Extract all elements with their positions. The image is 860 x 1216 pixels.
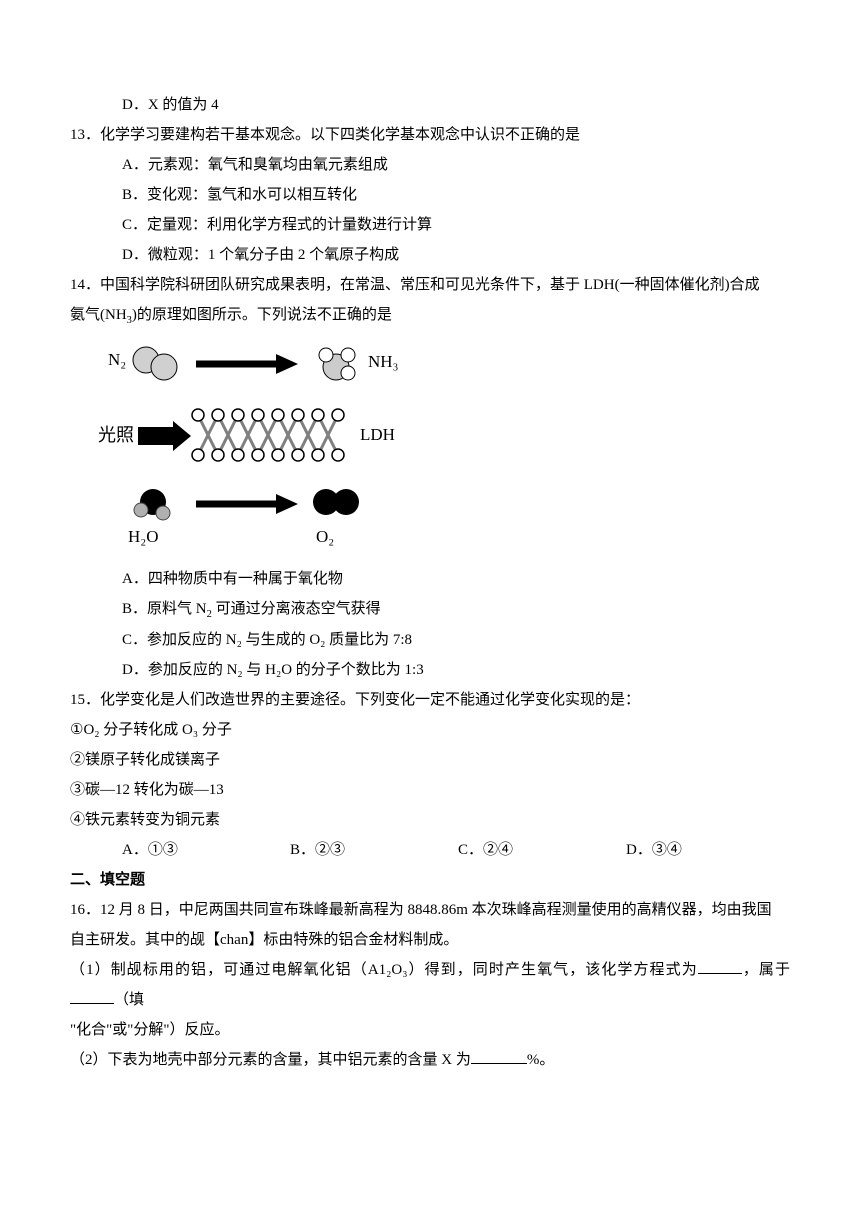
blank-type[interactable] (70, 988, 114, 1004)
reaction-diagram-svg: N₂ NH₃ 光照 LDH (98, 337, 428, 547)
q13-option-b: B．变化观：氢气和水可以相互转化 (70, 180, 790, 210)
q13-option-a: A．元素观：氧气和臭氧均由氧元素组成 (70, 150, 790, 180)
q15-option-d: D．③④ (626, 835, 794, 865)
q16-stem-line2: 自主研发。其中的觇【chan】标由特殊的铝合金材料制成。 (70, 925, 790, 955)
blank-equation[interactable] (698, 958, 742, 974)
q15-item-1: ①O₂ 分子转化成 O₃ 分子 (70, 715, 790, 745)
q15-item-3: ③碳—12 转化为碳—13 (70, 775, 790, 805)
q15-options-row: A．①③ B．②③ C．②④ D．③④ (70, 835, 790, 865)
label-o2: O₂ (316, 527, 334, 546)
q16-part1-line1: （1）制觇标用的铝，可通过电解氧化铝（A1₂O₃）得到，同时产生氧气，该化学方程… (70, 955, 790, 1015)
q13-stem: 13．化学学习要建构若干基本观念。以下四类化学基本观念中认识不正确的是 (70, 120, 790, 150)
q16-stem-line1: 16．12 月 8 日，中尼两国共同宣布珠峰最新高程为 8848.86m 本次珠… (70, 895, 790, 925)
q14-stem2-post: )的原理如图所示。下列说法不正确的是 (132, 307, 392, 323)
q14-stem-line1: 14．中国科学院科研团队研究成果表明，在常温、常压和可见光条件下，基于 LDH(… (70, 270, 790, 300)
q16-part1-line2: "化合"或"分解"）反应。 (70, 1015, 790, 1045)
q14-option-b: B．原料气 N2 可通过分离液态空气获得 (70, 594, 790, 625)
q15-option-c: C．②④ (458, 835, 626, 865)
q15-item-4: ④铁元素转变为铜元素 (70, 805, 790, 835)
q16-p2a: （2）下表为地壳中部分元素的含量，其中铝元素的含量 X 为 (70, 1052, 471, 1068)
q14-stem-line2: 氨气(NH3)的原理如图所示。下列说法不正确的是 (70, 300, 790, 331)
q14-stem2-pre: 氨气(NH (70, 307, 127, 323)
label-ldh: LDH (360, 425, 395, 444)
q15-stem: 15．化学变化是人们改造世界的主要途径。下列变化一定不能通过化学变化实现的是： (70, 685, 790, 715)
section-2-title: 二、填空题 (70, 865, 790, 895)
q14-option-a: A．四种物质中有一种属于氧化物 (70, 564, 790, 594)
q15-option-a: A．①③ (122, 835, 290, 865)
label-nh3: NH₃ (368, 352, 399, 371)
q14-option-c: C．参加反应的 N₂ 与生成的 O₂ 质量比为 7:8 (70, 625, 790, 655)
label-light: 光照 (98, 425, 134, 445)
q16-p1c: （填 (114, 992, 144, 1008)
q12-option-d: D．X 的值为 4 (70, 90, 790, 120)
q14-b-post: 可通过分离液态空气获得 (212, 601, 381, 617)
q14-b-pre: B．原料气 N (122, 601, 207, 617)
q13-option-d: D．微粒观：1 个氧分子由 2 个氧原子构成 (70, 240, 790, 270)
q16-p2b: %。 (527, 1052, 555, 1068)
q16-p1a: （1）制觇标用的铝，可通过电解氧化铝（A1₂O₃）得到，同时产生氧气，该化学方程… (70, 962, 698, 978)
q14-option-d: D．参加反应的 N₂ 与 H₂O 的分子个数比为 1:3 (70, 655, 790, 685)
label-h2o: H₂O (128, 527, 158, 546)
blank-percent[interactable] (471, 1048, 527, 1064)
q15-option-b: B．②③ (290, 835, 458, 865)
q16-p1b: ，属于 (742, 962, 790, 978)
q16-part2: （2）下表为地壳中部分元素的含量，其中铝元素的含量 X 为 %。 (70, 1045, 790, 1075)
label-n2: N₂ (108, 350, 126, 369)
q15-item-2: ②镁原子转化成镁离子 (70, 745, 790, 775)
q13-option-c: C．定量观：利用化学方程式的计量数进行计算 (70, 210, 790, 240)
q14-diagram: N₂ NH₃ 光照 LDH (98, 337, 428, 558)
